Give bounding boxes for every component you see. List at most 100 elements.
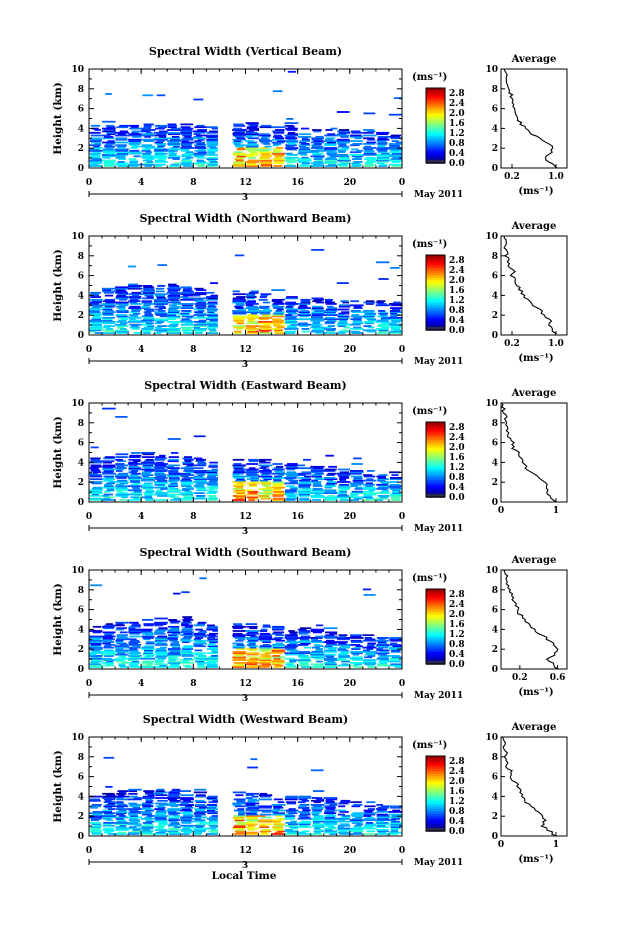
heatmap-cell xyxy=(117,804,127,806)
x-tick-label: 20 xyxy=(344,846,357,856)
heatmap-cell xyxy=(129,826,137,828)
heatmap-cell xyxy=(363,321,375,323)
heatmap-cell xyxy=(90,499,102,501)
heatmap-cell xyxy=(90,323,102,326)
heatmap-cell xyxy=(259,637,273,639)
heatmap-cell xyxy=(271,138,284,141)
heatmap-cell xyxy=(338,485,350,488)
heatmap-cell xyxy=(312,321,321,323)
heatmap-cell xyxy=(104,136,114,138)
heatmap-cell xyxy=(336,481,351,483)
heatmap-cell xyxy=(250,290,259,293)
heatmap-cell xyxy=(338,321,348,323)
heatmap-cell xyxy=(167,811,177,813)
heatmap-cell xyxy=(193,639,206,642)
heatmap-cell xyxy=(247,766,258,769)
heatmap-cell xyxy=(261,154,272,156)
heatmap-cell xyxy=(376,645,390,648)
heatmap-cell xyxy=(324,162,337,165)
heatmap-cell xyxy=(351,822,362,824)
heatmap-cell xyxy=(116,812,127,815)
heatmap-cell xyxy=(338,802,349,805)
heatmap-cell xyxy=(89,648,103,650)
heatmap-cell xyxy=(185,805,193,808)
heatmap-cell xyxy=(180,130,193,133)
heatmap-cell xyxy=(366,822,374,824)
heatmap-cell xyxy=(141,496,152,499)
heatmap-cell xyxy=(154,477,168,479)
heatmap-cell xyxy=(313,815,323,817)
heatmap-cell xyxy=(378,312,389,315)
heatmap-cell xyxy=(313,328,325,330)
y-tick-label: 8 xyxy=(78,586,84,596)
heatmap-cell xyxy=(312,300,322,303)
heatmap-cell xyxy=(273,307,284,309)
heatmap-cell xyxy=(311,144,322,147)
heatmap-cell xyxy=(272,322,285,325)
heatmap-cell xyxy=(116,642,127,645)
heatmap-cell xyxy=(363,152,377,155)
heatmap-cell xyxy=(116,489,129,492)
heatmap-cell xyxy=(168,486,175,489)
heatmap-cell xyxy=(262,644,270,646)
colorbar-segment xyxy=(426,150,445,154)
heatmap-cell xyxy=(390,830,398,833)
heatmap-cell xyxy=(377,145,386,148)
heatmap-cell xyxy=(300,663,309,666)
colorbar-segment xyxy=(426,310,445,313)
heatmap-cell xyxy=(144,147,155,149)
heatmap-cell xyxy=(114,131,129,134)
heatmap-cell xyxy=(339,319,348,322)
heatmap-cell xyxy=(232,300,247,303)
heatmap-cell xyxy=(119,631,128,634)
heatmap-cell xyxy=(102,809,113,812)
heatmap-cell xyxy=(285,297,298,300)
heatmap-cell xyxy=(249,460,259,463)
heatmap-cell xyxy=(312,631,323,634)
heatmap-cell xyxy=(298,161,309,163)
heatmap-cell xyxy=(89,326,103,329)
heatmap-cell xyxy=(180,159,192,162)
heatmap-cell xyxy=(350,315,363,318)
heatmap-cell xyxy=(154,311,166,314)
colorbar-segment xyxy=(426,93,445,96)
heatmap-cell xyxy=(376,131,390,134)
colorbar-segment xyxy=(426,444,445,448)
heatmap-cell xyxy=(298,798,308,801)
heatmap-cell xyxy=(196,301,206,304)
heatmap-cell xyxy=(194,817,202,820)
heatmap-cell xyxy=(102,662,114,664)
colorbar-segment xyxy=(426,155,445,159)
heatmap-cell xyxy=(184,468,194,471)
heatmap-cell xyxy=(102,127,116,130)
heatmap-cell xyxy=(364,811,373,813)
heatmap-cell xyxy=(391,161,401,163)
heatmap-cell xyxy=(324,478,338,481)
heatmap-cell xyxy=(206,489,215,492)
heatmap-cell xyxy=(272,151,280,154)
heatmap-cell xyxy=(235,307,244,309)
heatmap-cell xyxy=(363,809,374,812)
heatmap-cell xyxy=(117,806,124,809)
heatmap-cell xyxy=(234,321,244,323)
heatmap-cell xyxy=(376,822,389,824)
colorbar-segment xyxy=(426,143,445,146)
heatmap-cell xyxy=(380,655,390,657)
heatmap-cell xyxy=(209,329,217,332)
heatmap-cell xyxy=(116,470,123,472)
heatmap-cell xyxy=(287,70,296,73)
heatmap-cell xyxy=(263,323,271,326)
heatmap-cell xyxy=(313,130,322,133)
heatmap-cell xyxy=(376,261,390,264)
heatmap-cell xyxy=(391,499,401,501)
heatmap-cell xyxy=(183,664,191,667)
heatmap-cell xyxy=(376,657,389,660)
heatmap-cell xyxy=(314,156,324,159)
heatmap-cell xyxy=(379,662,387,664)
heatmap-cell xyxy=(168,816,180,819)
heatmap-cell xyxy=(195,795,206,798)
heatmap-cell xyxy=(299,312,310,315)
heatmap-cell xyxy=(194,808,206,810)
heatmap-cell xyxy=(131,660,139,663)
heatmap-cell xyxy=(141,452,156,454)
